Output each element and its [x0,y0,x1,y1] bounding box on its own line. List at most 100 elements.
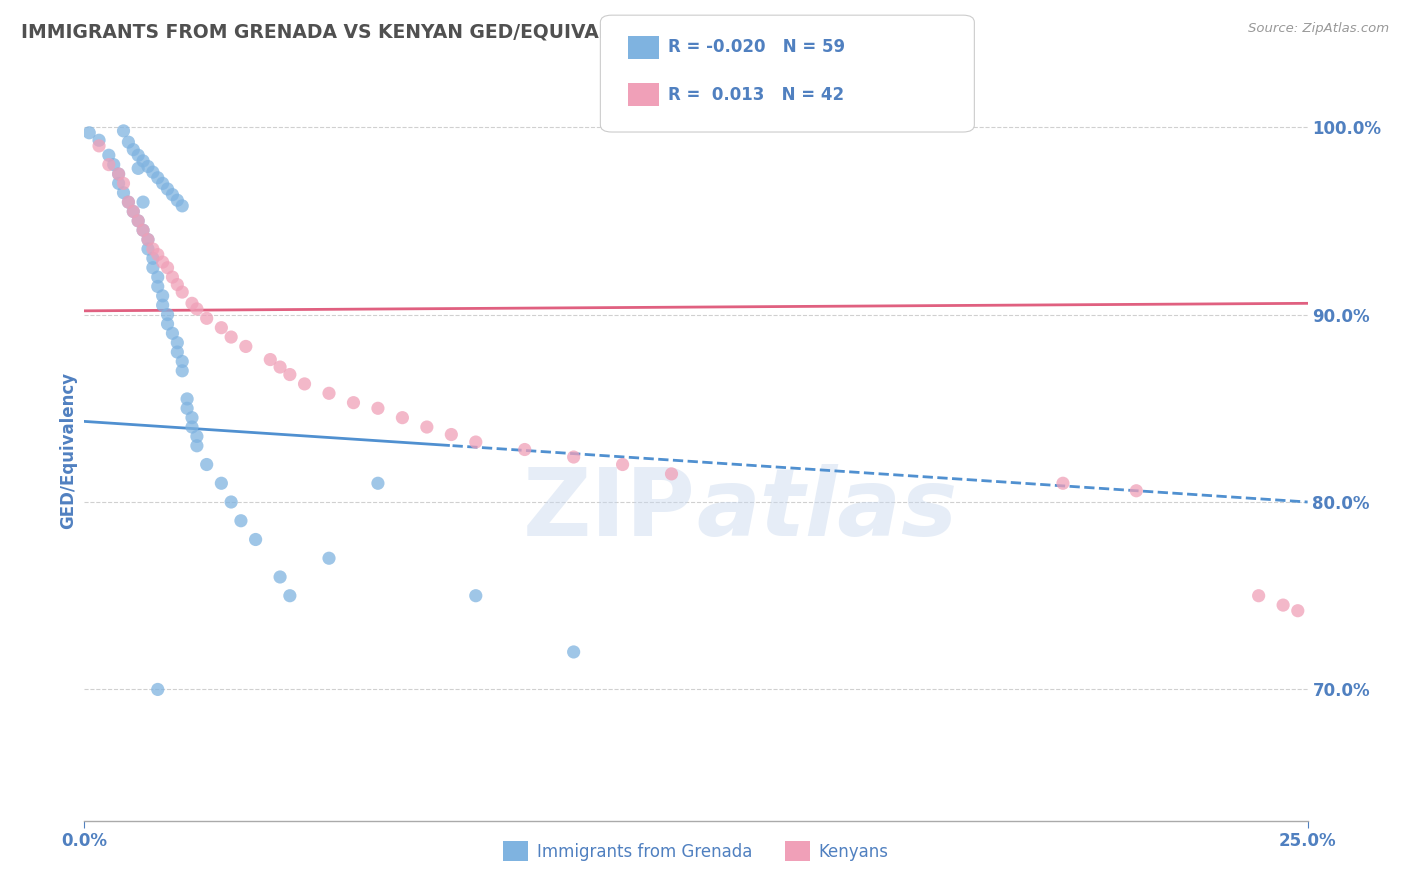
Point [162,187,184,202]
Point [136,233,159,247]
Point [440,427,463,442]
Point [97,148,120,162]
Point [162,270,184,285]
Point [1272,598,1295,612]
Point [278,589,301,603]
Point [172,364,194,378]
Point [464,435,486,450]
Text: R =  0.013   N = 42: R = 0.013 N = 42 [668,86,844,103]
Point [391,410,413,425]
Point [117,195,139,210]
Point [562,645,585,659]
Point [146,247,169,261]
Point [107,177,129,191]
Point [195,311,218,326]
Point [156,317,179,331]
Point [1125,483,1147,498]
Point [278,368,301,382]
Point [186,301,208,316]
Point [181,420,204,434]
Point [146,270,169,285]
Point [87,139,110,153]
Point [152,289,174,303]
Point [1247,589,1270,603]
Point [127,161,149,176]
Point [146,279,169,293]
Point [156,182,179,196]
Point [112,124,135,138]
Point [269,570,291,584]
Point [176,392,198,406]
Point [195,458,218,472]
Point [176,401,198,416]
Point [146,170,169,185]
Point [112,186,135,200]
Point [156,308,179,322]
Point [142,252,165,266]
Point [513,442,536,457]
Point [209,320,232,334]
Point [235,339,257,353]
Point [219,330,242,344]
Point [562,450,585,464]
Point [367,476,389,491]
Text: Source: ZipAtlas.com: Source: ZipAtlas.com [1249,22,1389,36]
Point [209,476,232,491]
Text: IMMIGRANTS FROM GRENADA VS KENYAN GED/EQUIVALENCY CORRELATION CHART: IMMIGRANTS FROM GRENADA VS KENYAN GED/EQ… [21,22,898,41]
Point [1286,604,1309,618]
Point [122,143,145,157]
Point [181,296,204,310]
Point [172,199,194,213]
Point [186,439,208,453]
Text: atlas: atlas [696,464,957,556]
Text: R = -0.020   N = 59: R = -0.020 N = 59 [668,38,845,56]
Point [186,429,208,443]
Point [416,420,439,434]
Point [172,354,194,368]
Point [152,298,174,312]
Point [166,193,188,207]
Point [142,165,165,179]
Point [103,158,125,172]
Point [132,223,155,237]
Point [318,386,340,401]
Point [259,352,281,367]
Point [77,126,100,140]
Point [612,458,634,472]
Point [245,533,267,547]
Point [661,467,683,481]
Point [127,148,149,162]
Point [269,359,291,374]
Point [107,167,129,181]
Point [132,223,155,237]
Point [97,158,120,172]
Point [112,177,135,191]
Point [162,326,184,341]
Point [1052,476,1074,491]
Point [166,277,188,292]
Point [136,160,159,174]
Point [229,514,252,528]
Point [122,204,145,219]
Legend: Immigrants from Grenada, Kenyans: Immigrants from Grenada, Kenyans [496,834,896,868]
Point [152,177,174,191]
Point [107,167,129,181]
Point [166,335,188,350]
Point [87,133,110,147]
Point [172,285,194,299]
Point [342,395,364,409]
Point [136,242,159,256]
Point [152,255,174,269]
Point [219,495,242,509]
Point [117,195,139,210]
Point [318,551,340,566]
Point [127,214,149,228]
Point [294,376,316,391]
Y-axis label: GED/Equivalency: GED/Equivalency [59,372,77,529]
Point [127,214,149,228]
Point [156,260,179,275]
Point [132,153,155,168]
Point [122,204,145,219]
Point [117,135,139,149]
Point [464,589,486,603]
